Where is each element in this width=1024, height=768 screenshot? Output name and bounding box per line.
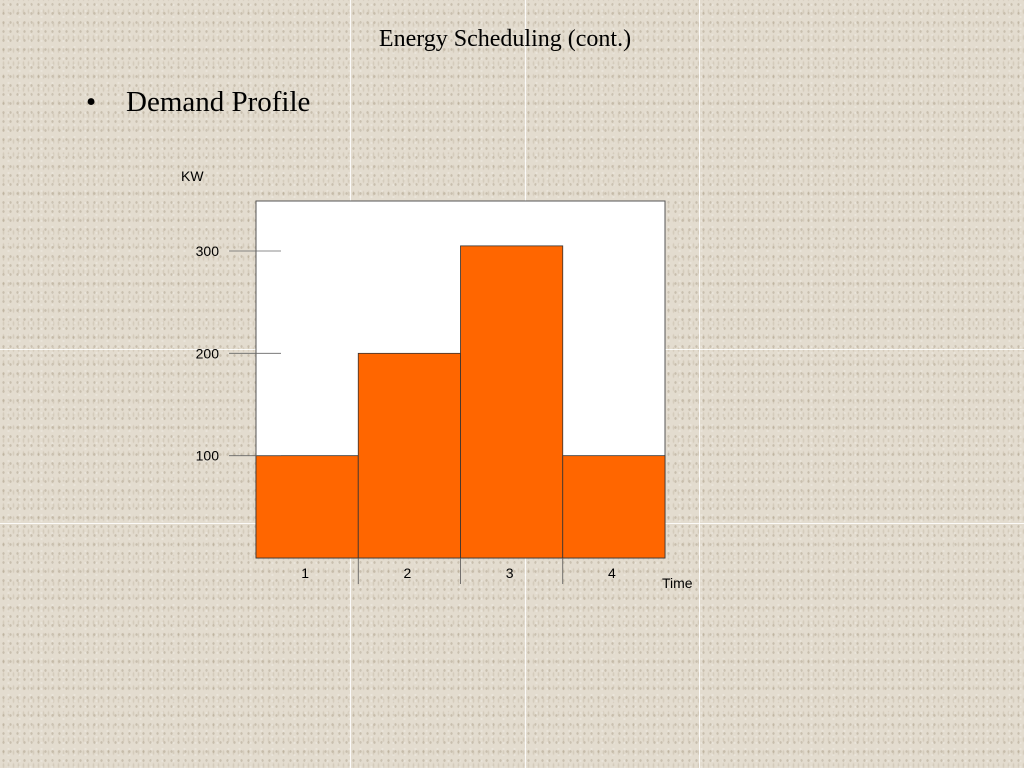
bullet-text: Demand Profile <box>126 86 311 118</box>
x-axis-label: Time <box>662 575 693 591</box>
bar-2 <box>357 352 461 559</box>
background-seam <box>699 0 700 768</box>
y-tick-label: 100 <box>196 448 220 464</box>
x-tick-label: 2 <box>403 565 411 581</box>
bar-3 <box>460 245 564 559</box>
bullet-icon: • <box>86 86 97 118</box>
bullet-item: • Demand Profile <box>86 86 310 119</box>
x-tick-label: 1 <box>301 565 309 581</box>
x-tick-label: 4 <box>608 565 616 581</box>
y-axis-label: KW <box>181 168 204 184</box>
x-tick-label: 3 <box>506 565 514 581</box>
slide-title: Energy Scheduling (cont.) <box>378 26 632 52</box>
bar-1 <box>255 455 359 559</box>
y-tick-label: 300 <box>196 243 220 259</box>
bar-4 <box>562 455 666 559</box>
y-tick-label: 200 <box>196 345 220 361</box>
